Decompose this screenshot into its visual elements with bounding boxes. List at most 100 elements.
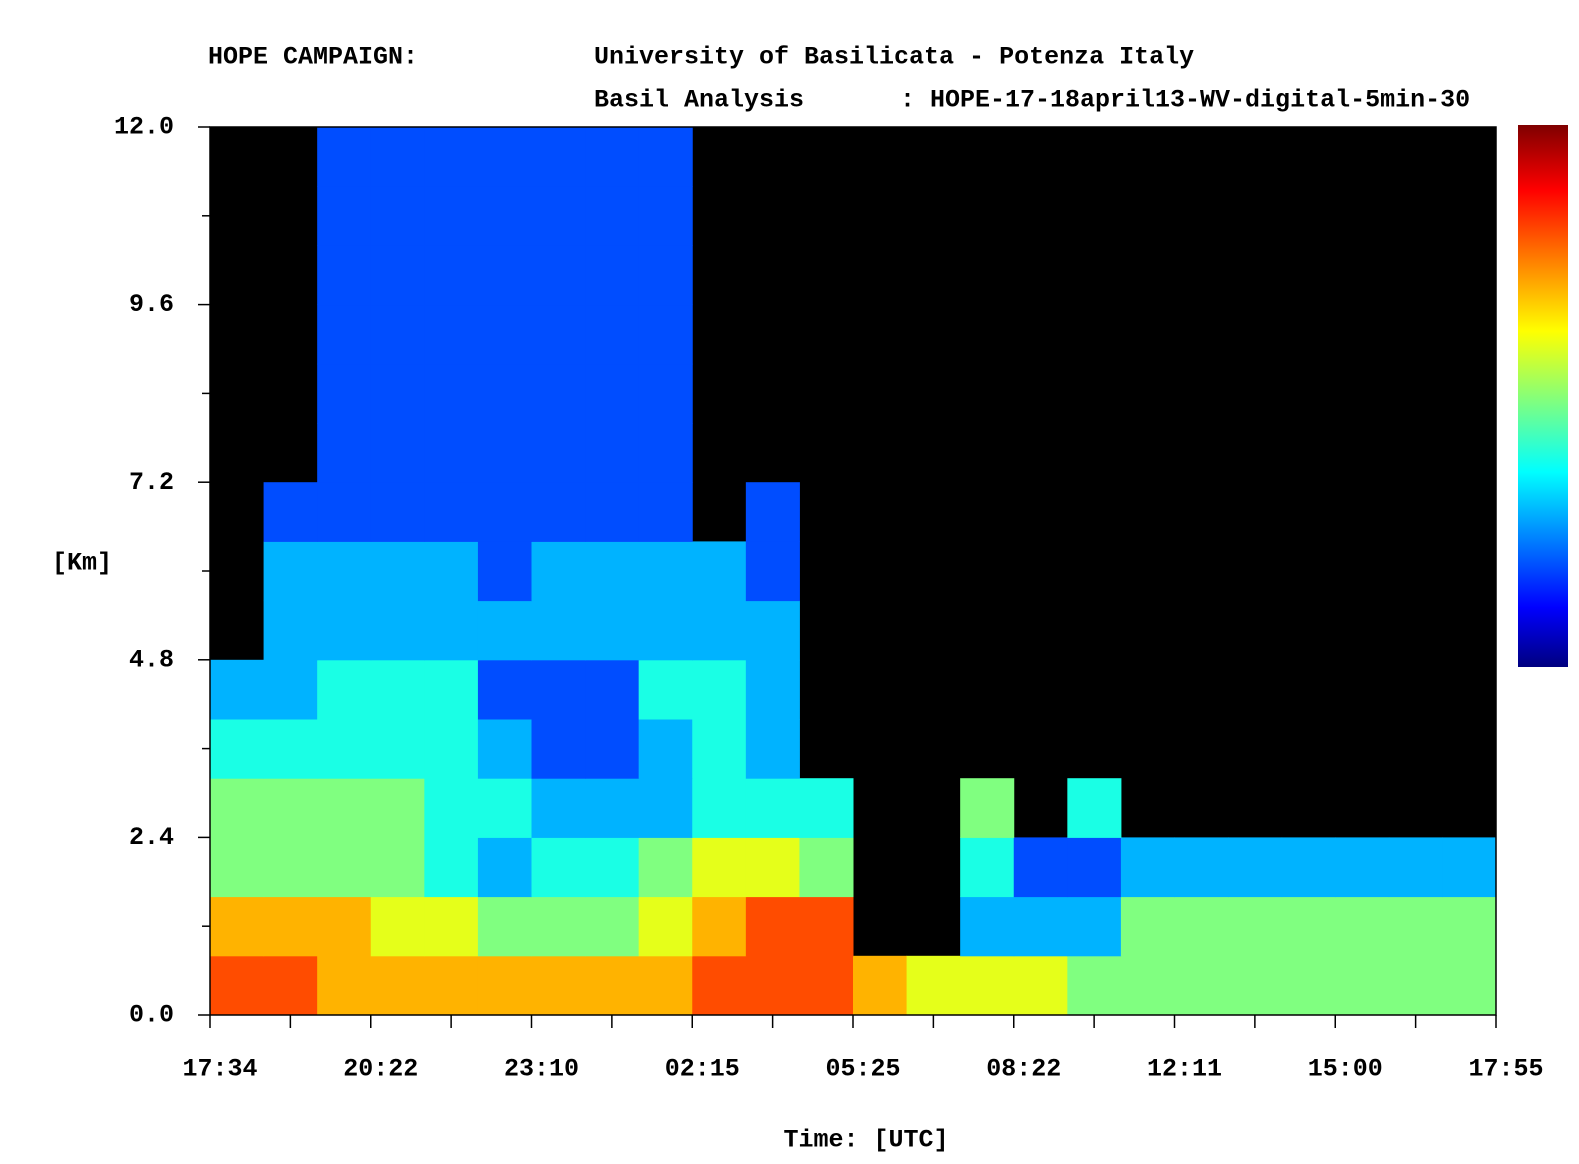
heatmap-cell bbox=[960, 955, 1015, 1016]
heatmap-cell bbox=[585, 955, 640, 1016]
heatmap-cell bbox=[424, 482, 479, 542]
heatmap-cell bbox=[370, 423, 425, 483]
heatmap-cell bbox=[799, 955, 854, 1016]
heatmap-cell bbox=[477, 600, 532, 661]
heatmap-cell bbox=[745, 600, 800, 661]
heatmap-cell bbox=[317, 127, 372, 187]
x-tick-label: 05:25 bbox=[825, 1055, 900, 1084]
heatmap-cell bbox=[585, 304, 640, 365]
heatmap-cell bbox=[585, 837, 640, 898]
heatmap-cell bbox=[531, 837, 586, 898]
heatmap-cell bbox=[692, 600, 747, 661]
heatmap-cell bbox=[424, 363, 479, 424]
heatmap-cell bbox=[1067, 896, 1122, 957]
heatmap-cell bbox=[370, 482, 425, 542]
heatmap-cell bbox=[745, 778, 800, 838]
heatmap-cell bbox=[210, 659, 265, 720]
heatmap-cell bbox=[638, 659, 693, 720]
heatmap-cell bbox=[531, 955, 586, 1016]
heatmap-cell bbox=[477, 363, 532, 424]
y-tick-label: 0.0 bbox=[129, 1001, 174, 1030]
heatmap-cell bbox=[585, 245, 640, 306]
heatmap-cell bbox=[745, 955, 800, 1016]
heatmap-cell bbox=[585, 778, 640, 838]
heatmap-cell bbox=[799, 837, 854, 898]
heatmap-cell bbox=[692, 778, 747, 838]
heatmap-cell bbox=[424, 896, 479, 957]
x-tick-label: 20:22 bbox=[343, 1055, 418, 1084]
heatmap-cell bbox=[317, 482, 372, 542]
heatmap-cell bbox=[263, 659, 318, 720]
heatmap-cell bbox=[477, 186, 532, 246]
heatmap-cell bbox=[477, 423, 532, 483]
heatmap-cell bbox=[1281, 837, 1336, 898]
heatmap-cell bbox=[692, 659, 747, 720]
heatmap-cell bbox=[638, 896, 693, 957]
heatmap-cell bbox=[638, 719, 693, 779]
heatmap-cell bbox=[370, 600, 425, 661]
heatmap-cell bbox=[585, 719, 640, 779]
heatmap-cell bbox=[1228, 837, 1283, 898]
heatmap-cell bbox=[638, 304, 693, 365]
heatmap-cell bbox=[1013, 955, 1068, 1016]
heatmap-cell bbox=[1281, 955, 1336, 1016]
heatmap-cell bbox=[1174, 896, 1229, 957]
heatmap-cell bbox=[585, 423, 640, 483]
y-tick-label: 4.8 bbox=[129, 645, 174, 674]
analysis-label: Basil Analysis bbox=[594, 86, 804, 115]
heatmap-cell bbox=[210, 955, 265, 1016]
heatmap-cell bbox=[745, 482, 800, 542]
x-tick-label: 12:11 bbox=[1147, 1055, 1222, 1084]
heatmap-cell bbox=[692, 541, 747, 602]
heatmap-cell bbox=[477, 482, 532, 542]
heatmap-cell bbox=[477, 955, 532, 1016]
heatmap-cell bbox=[1013, 896, 1068, 957]
heatmap-cell bbox=[477, 896, 532, 957]
heatmap-cell bbox=[317, 955, 372, 1016]
heatmap-cell bbox=[585, 186, 640, 246]
heatmap-cell bbox=[370, 896, 425, 957]
heatmap-cell bbox=[370, 541, 425, 602]
heatmap-cell bbox=[263, 896, 318, 957]
heatmap-cell bbox=[1120, 896, 1175, 957]
heatmap-cell bbox=[263, 719, 318, 779]
heatmap-cell bbox=[263, 541, 318, 602]
heatmap-cell bbox=[263, 955, 318, 1016]
heatmap-cell bbox=[263, 600, 318, 661]
x-tick-label: 15:00 bbox=[1308, 1055, 1383, 1084]
heatmap-cell bbox=[1174, 955, 1229, 1016]
heatmap-cell bbox=[210, 837, 265, 898]
heatmap-cell bbox=[585, 600, 640, 661]
heatmap-cell bbox=[263, 837, 318, 898]
heatmap-cell bbox=[370, 778, 425, 838]
heatmap-cell bbox=[531, 127, 586, 187]
heatmap-cell bbox=[531, 186, 586, 246]
heatmap-cell bbox=[370, 837, 425, 898]
heatmap-cell bbox=[1067, 955, 1122, 1016]
heatmap-cell bbox=[317, 423, 372, 483]
heatmap-cell bbox=[1228, 955, 1283, 1016]
heatmap-cell bbox=[317, 837, 372, 898]
heatmap-cell bbox=[692, 896, 747, 957]
heatmap-cell bbox=[1281, 896, 1336, 957]
heatmap-cell bbox=[531, 541, 586, 602]
heatmap-cell bbox=[424, 186, 479, 246]
heatmap-cell bbox=[853, 955, 908, 1016]
heatmap-cell bbox=[638, 186, 693, 246]
title: HOPE CAMPAIGN: bbox=[208, 43, 418, 72]
heatmap-cell bbox=[317, 363, 372, 424]
heatmap-cell bbox=[477, 778, 532, 838]
x-tick-label: 08:22 bbox=[986, 1055, 1061, 1084]
heatmap-cell bbox=[424, 423, 479, 483]
heatmap-cell bbox=[424, 955, 479, 1016]
x-tick-label: 17:55 bbox=[1468, 1055, 1543, 1084]
heatmap-cell bbox=[799, 896, 854, 957]
heatmap-cell bbox=[317, 541, 372, 602]
heatmap-cell bbox=[1067, 837, 1122, 898]
heatmap-cell bbox=[210, 896, 265, 957]
heatmap-cell bbox=[424, 304, 479, 365]
heatmap-cell bbox=[1442, 955, 1497, 1016]
heatmap-cell bbox=[477, 719, 532, 779]
analysis-file: : HOPE-17-18april13-WV-digital-5min-30 bbox=[900, 86, 1470, 115]
heatmap-cell bbox=[424, 837, 479, 898]
